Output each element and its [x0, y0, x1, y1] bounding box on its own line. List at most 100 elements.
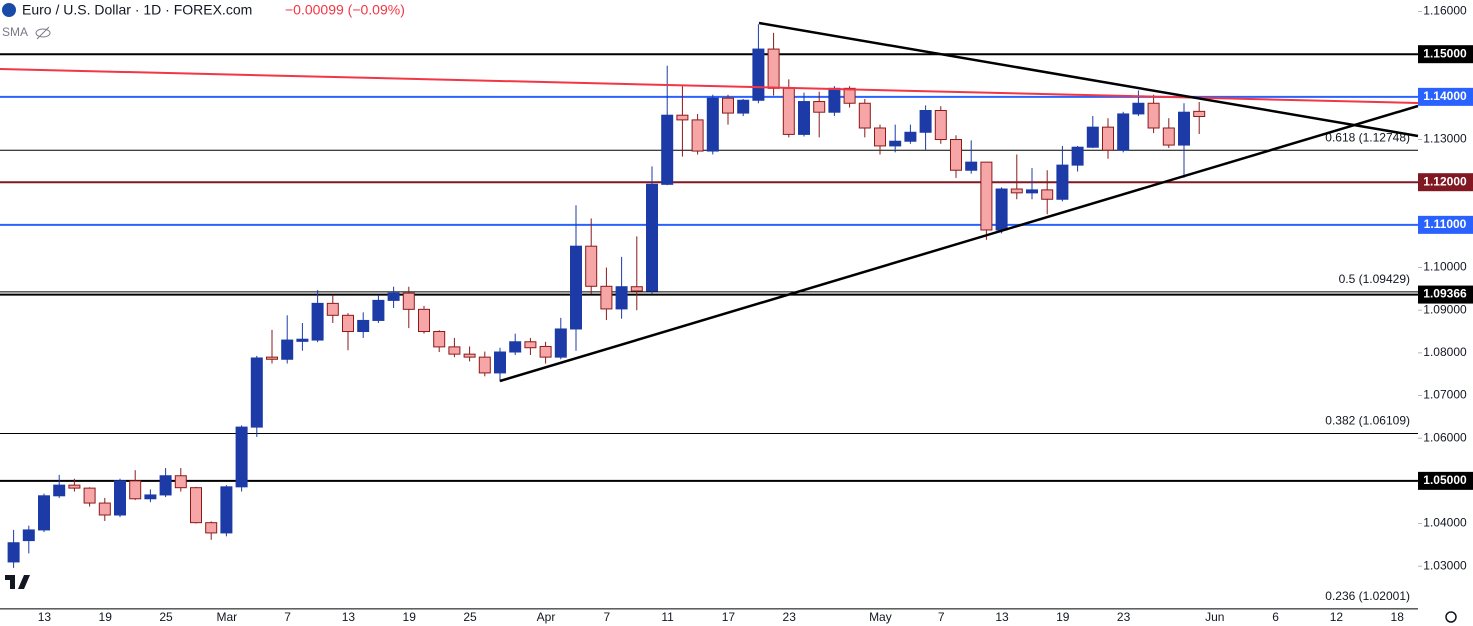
visibility-icon[interactable] — [35, 26, 51, 40]
candle-body — [1056, 164, 1069, 200]
x-tick-label: 6 — [1272, 610, 1279, 624]
x-tick-label: 7 — [938, 610, 945, 624]
level-tag — [1418, 173, 1473, 192]
candle-body — [220, 486, 233, 534]
candle-body — [235, 426, 248, 488]
y-tick-label: 1.09000 — [1423, 302, 1467, 316]
x-tick-label: 25 — [463, 610, 477, 624]
candle-body — [722, 97, 734, 114]
y-tick-label: 1.03000 — [1423, 558, 1467, 572]
level-tag — [1418, 285, 1473, 304]
candle-body — [98, 502, 111, 516]
y-tick-label: 1.07000 — [1423, 388, 1467, 402]
candle-body — [965, 161, 978, 171]
price-change: −0.00099 (−0.09%) — [285, 2, 405, 18]
candle-body — [995, 188, 1008, 231]
candle-body — [570, 245, 582, 330]
indicator-label[interactable]: SMA — [2, 25, 28, 39]
x-tick-label: 19 — [99, 610, 113, 624]
candle-body — [494, 351, 506, 374]
levels-layer: 0.618 (1.12748) 0.5 (1.09429) 0.382 (1.061… — [0, 53, 1418, 610]
candle-body — [1041, 189, 1054, 200]
x-tick-label: May — [869, 610, 892, 624]
y-tick-label: 1.10000 — [1423, 260, 1467, 274]
candle-body — [950, 139, 962, 171]
candle-body — [53, 484, 66, 497]
candle-body — [7, 542, 20, 563]
candle-body — [83, 487, 96, 504]
y-tick-label: 1.13000 — [1423, 132, 1467, 146]
candle-body — [478, 356, 491, 374]
x-tick-label: 12 — [1330, 610, 1344, 624]
candle-body — [387, 292, 400, 301]
candle-body — [615, 286, 628, 310]
x-tick-label: 19 — [1056, 610, 1070, 624]
candle-body — [22, 529, 35, 542]
candle-body — [1117, 113, 1130, 151]
level-label: 1.12000 — [1423, 174, 1467, 188]
y-tick-label: 1.04000 — [1423, 516, 1467, 530]
candle-body — [342, 314, 354, 333]
candle-body — [296, 338, 309, 342]
candle-body — [813, 101, 826, 113]
candle-body — [874, 127, 886, 147]
level-tag — [1418, 215, 1473, 234]
fib-label: 0.236 (1.02001) — [1325, 589, 1410, 603]
candle-body — [782, 87, 795, 135]
candle-body — [144, 494, 157, 500]
candle-body — [250, 357, 263, 428]
candle-body — [129, 480, 142, 500]
settings-icon[interactable] — [1445, 611, 1457, 623]
candle-body — [889, 140, 902, 147]
x-tick-label: 23 — [783, 610, 797, 624]
candle-body — [463, 353, 476, 358]
candle-body — [448, 346, 461, 355]
x-tick-label: Apr — [537, 610, 556, 624]
candle-body — [402, 292, 415, 310]
candle-body — [1010, 188, 1023, 194]
candle-body — [798, 101, 810, 135]
symbol-icon — [2, 3, 16, 17]
x-tick-label: Mar — [216, 610, 237, 624]
x-tick-label: 25 — [159, 610, 173, 624]
candle-body — [1162, 127, 1175, 146]
candle-body — [904, 131, 917, 142]
x-tick-label: 7 — [603, 610, 610, 624]
candle-body — [554, 328, 567, 358]
candle-body — [600, 285, 613, 310]
x-tick-label: 23 — [1117, 610, 1131, 624]
candle-body — [281, 339, 294, 360]
candle-body — [190, 487, 202, 524]
level-label: 1.05000 — [1423, 473, 1467, 487]
x-tick-label: 18 — [1391, 610, 1405, 624]
x-tick-label: Jun — [1205, 610, 1224, 624]
candle-body — [752, 48, 765, 101]
candle-body — [1102, 126, 1114, 151]
candle-body — [311, 302, 324, 341]
candle-body — [1193, 110, 1206, 117]
level-tag — [1418, 45, 1473, 64]
level-label: 1.15000 — [1423, 46, 1467, 60]
candle-body — [1132, 102, 1145, 115]
candle-body — [843, 87, 856, 104]
candle-body — [205, 522, 218, 534]
candle-body — [372, 299, 385, 321]
candle-body — [433, 331, 446, 348]
candle-body — [174, 475, 187, 489]
y-tick-label: 1.16000 — [1423, 4, 1467, 18]
candle-body — [646, 183, 658, 292]
upper-trendline — [758, 21, 1419, 138]
x-tick-label: 19 — [403, 610, 417, 624]
red-trendline — [0, 68, 1419, 104]
candle-body — [114, 480, 126, 516]
fib-label: 0.618 (1.12748) — [1325, 130, 1410, 144]
candle-body — [737, 99, 750, 114]
fib-label: 0.382 (1.06109) — [1325, 414, 1410, 428]
candle-body — [585, 245, 598, 287]
level-tag — [1418, 471, 1473, 490]
y-tick-label: 1.06000 — [1423, 430, 1467, 444]
candle-body — [357, 319, 370, 333]
candle-body — [509, 341, 522, 353]
level-label: 1.11000 — [1424, 217, 1467, 231]
